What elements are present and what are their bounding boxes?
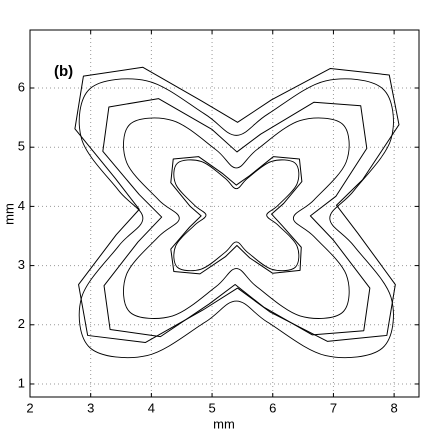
y-tick-label: 4 [18, 198, 25, 213]
y-tick-label: 3 [18, 257, 25, 272]
y-axis-label: mm [1, 203, 16, 225]
measured-contour [74, 66, 400, 344]
y-tick-label: 6 [18, 79, 25, 94]
y-tick-label: 1 [18, 375, 25, 390]
measured-contour [170, 156, 303, 275]
x-tick-label: 6 [269, 400, 276, 415]
annotation: (b) [54, 63, 73, 80]
x-axis-label: mm [213, 416, 235, 431]
measured-contour [102, 98, 371, 338]
y-tick-label: 5 [18, 139, 25, 154]
x-tick-label: 8 [391, 400, 398, 415]
x-tick-label: 2 [26, 400, 33, 415]
x-tick-label: 3 [87, 400, 94, 415]
x-tick-label: 4 [148, 400, 155, 415]
model-contour [123, 117, 350, 319]
x-tick-label: 7 [330, 400, 337, 415]
y-tick-label: 2 [18, 316, 25, 331]
x-tick-label: 5 [208, 400, 215, 415]
model-contour [173, 159, 300, 272]
model-contour [78, 78, 394, 358]
plot-frame [29, 29, 420, 398]
